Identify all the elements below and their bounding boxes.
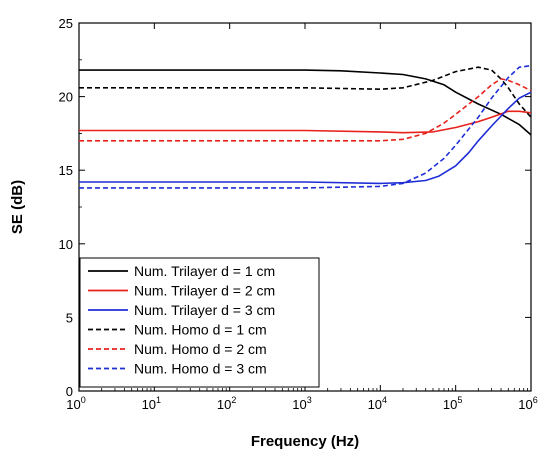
series-line-2 xyxy=(79,110,532,134)
x-axis-ticks: 100 101 102 103 104 105 106 xyxy=(66,23,538,412)
x-tick-label: 105 xyxy=(443,395,462,412)
y-axis-ticks: 0 5 10 15 20 25 xyxy=(59,16,531,399)
y-tick-label: 5 xyxy=(66,310,73,325)
series-line-3 xyxy=(79,91,532,185)
y-tick-label: 25 xyxy=(59,16,73,31)
legend-label: Num. Homo d = 3 cm xyxy=(134,361,267,377)
legend: Num. Trilayer d = 1 cm Num. Trilayer d = … xyxy=(79,257,320,388)
y-tick-label: 20 xyxy=(59,90,73,105)
legend-box xyxy=(79,257,320,388)
series-line-6 xyxy=(79,64,532,189)
legend-label: Num. Homo d = 2 cm xyxy=(134,341,267,357)
series-lines xyxy=(79,64,532,189)
legend-label: Num. Trilayer d = 2 cm xyxy=(134,283,275,299)
series-line-4 xyxy=(79,66,532,118)
series-line-5 xyxy=(79,78,532,142)
legend-label: Num. Trilayer d = 1 cm xyxy=(134,263,275,279)
x-tick-label: 104 xyxy=(368,395,387,412)
y-tick-label: 15 xyxy=(59,163,73,178)
x-tick-label: 101 xyxy=(142,395,161,412)
x-tick-label: 106 xyxy=(518,395,537,412)
x-tick-label: 100 xyxy=(66,395,85,412)
x-axis-title: Frequency (Hz) xyxy=(251,433,359,450)
x-tick-label: 102 xyxy=(217,395,236,412)
y-tick-label: 0 xyxy=(66,384,73,399)
minor-ticks xyxy=(101,388,528,391)
y-axis-title: SE (dB) xyxy=(9,180,26,234)
x-tick-label: 103 xyxy=(292,395,311,412)
y-tick-label: 10 xyxy=(59,237,73,252)
series-line-1 xyxy=(79,69,532,136)
legend-label: Num. Trilayer d = 3 cm xyxy=(134,302,275,318)
legend-label: Num. Homo d = 1 cm xyxy=(134,322,267,338)
